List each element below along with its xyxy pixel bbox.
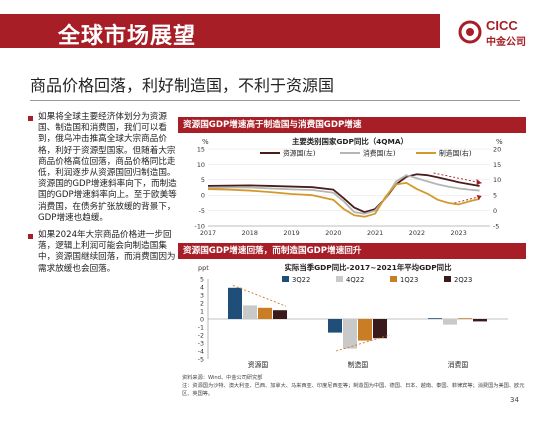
y-left-tick-label: 0 xyxy=(201,192,205,200)
y-tick-label: 2 xyxy=(200,300,204,307)
category-label: 消费国 xyxy=(448,360,469,369)
bar xyxy=(343,319,357,349)
source-note: 资料来源：Wind、中金公司研究部 注：资源国为沙特、澳大利亚、巴西、加拿大、马… xyxy=(182,374,526,398)
legend-swatch xyxy=(282,276,289,282)
page-title: 全球市场展望 xyxy=(58,24,197,49)
legend-label: 制造国(右) xyxy=(439,149,472,158)
x-tick-label: 2023 xyxy=(451,229,467,237)
trend-arrow-up xyxy=(335,334,391,352)
footnote-text: 注：资源国为沙特、澳大利亚、巴西、加拿大、马来西亚、印度尼西亚等；制造国为中国、… xyxy=(182,383,525,397)
bar xyxy=(273,310,287,319)
bullet-item: 如果将全球主要经济体划分为资源国、制造国和消费国，我们可以看到，俄乌冲击推高全球… xyxy=(28,112,178,224)
bar xyxy=(358,319,372,341)
bar xyxy=(373,319,387,339)
bar xyxy=(458,318,472,319)
arrow-head-icon xyxy=(476,179,482,185)
x-tick-label: 2020 xyxy=(325,229,341,237)
x-tick-label: 2022 xyxy=(409,229,425,237)
legend-label: 1Q23 xyxy=(400,276,418,284)
x-tick-label: 2019 xyxy=(283,229,299,237)
category-label: 制造国 xyxy=(348,360,369,369)
legend-label: 4Q22 xyxy=(346,276,364,284)
legend-label: 2Q23 xyxy=(454,276,472,284)
series-line xyxy=(207,173,480,214)
chart1-left-unit: % xyxy=(202,138,209,146)
y-right-tick-label: -5 xyxy=(493,222,499,230)
bar-chart: 实际当季GDP同比-2017~2021年平均GDP同比 ppt 543210-1… xyxy=(198,263,508,369)
chart1-inner-title: 主要类别国家GDP同比（4QMA） xyxy=(292,137,408,146)
legend-label: 资源国(左) xyxy=(283,149,316,158)
y-right-tick-label: 20 xyxy=(493,145,501,153)
trend-arrow-down xyxy=(433,172,482,184)
y-tick-label: -5 xyxy=(198,356,204,363)
y-tick-label: -3 xyxy=(198,340,204,347)
y-tick-label: 3 xyxy=(200,292,204,299)
x-tick-label: 2021 xyxy=(367,229,383,237)
y-tick-label: 0 xyxy=(200,316,204,323)
y-left-tick-label: 10 xyxy=(197,161,205,169)
page-number: 34 xyxy=(510,396,519,404)
bar xyxy=(473,319,487,322)
bar xyxy=(243,305,257,319)
bar xyxy=(428,318,442,319)
y-tick-label: 4 xyxy=(200,284,204,291)
logo-text: CICC xyxy=(486,18,518,33)
header: 全球市场展望 CICC 中金公司 xyxy=(0,0,550,60)
cicc-logo-icon xyxy=(458,20,482,44)
y-tick-label: -2 xyxy=(198,332,204,339)
legend-label: 3Q22 xyxy=(292,276,310,284)
category-label: 资源国 xyxy=(248,360,269,369)
y-left-tick-label: -10 xyxy=(195,222,205,230)
bar xyxy=(443,319,457,325)
logo-subtext: 中金公司 xyxy=(486,37,526,48)
y-tick-label: -4 xyxy=(198,348,204,355)
x-tick-label: 2017 xyxy=(200,229,216,237)
subtitle-divider xyxy=(30,100,520,101)
series-line xyxy=(207,174,480,215)
legend-swatch xyxy=(390,276,397,282)
y-right-tick-label: 0 xyxy=(493,207,497,215)
chart1-right-unit: % xyxy=(496,138,503,146)
chart2-inner-title: 实际当季GDP同比-2017~2021年平均GDP同比 xyxy=(285,263,453,272)
bar xyxy=(328,319,342,333)
y-left-tick-label: -5 xyxy=(199,207,205,215)
trend-arrow-down xyxy=(232,284,287,307)
y-tick-label: -1 xyxy=(198,324,204,331)
header-bar xyxy=(0,14,440,48)
arrow-head-icon xyxy=(476,195,482,200)
slide-subtitle: 商品价格回落，利好制造国，不利于资源国 xyxy=(30,76,335,95)
trend-arrow-up xyxy=(454,195,482,204)
chart2-panel-title: 资源国GDP增速回落，而制造国GDP增速回升 xyxy=(178,243,526,259)
line-chart: 主要类别国家GDP同比（4QMA） % % 资源国(左) 消费国(左) 制造国(右)… xyxy=(195,137,503,237)
bullet-list: 如果将全球主要经济体划分为资源国、制造国和消费国，我们可以看到，俄乌冲击推高全球… xyxy=(28,112,178,281)
chart2-unit: ppt xyxy=(198,264,209,272)
y-right-tick-label: 10 xyxy=(493,176,501,184)
y-left-tick-label: 15 xyxy=(197,145,205,153)
source-text: 资料来源：Wind、中金公司研究部 xyxy=(182,375,263,381)
bar xyxy=(258,307,272,319)
y-tick-label: 5 xyxy=(200,276,204,283)
legend-swatch xyxy=(336,276,343,282)
y-right-tick-label: 5 xyxy=(493,192,497,200)
x-tick-label: 2018 xyxy=(242,229,258,237)
legend-label: 消费国(左) xyxy=(363,149,396,158)
bullet-item: 如果2024年大宗商品价格进一步回落，逻辑上利润可能会向制造国集中，资源国继续回… xyxy=(28,230,178,275)
y-left-tick-label: 5 xyxy=(201,176,205,184)
chart1-panel-title: 资源国GDP增速高于制造国与消费国GDP增速 xyxy=(178,117,526,133)
y-tick-label: 1 xyxy=(200,308,204,315)
bar xyxy=(228,287,242,319)
series-line xyxy=(207,181,480,218)
y-right-tick-label: 15 xyxy=(493,161,501,169)
legend-swatch xyxy=(444,276,451,282)
